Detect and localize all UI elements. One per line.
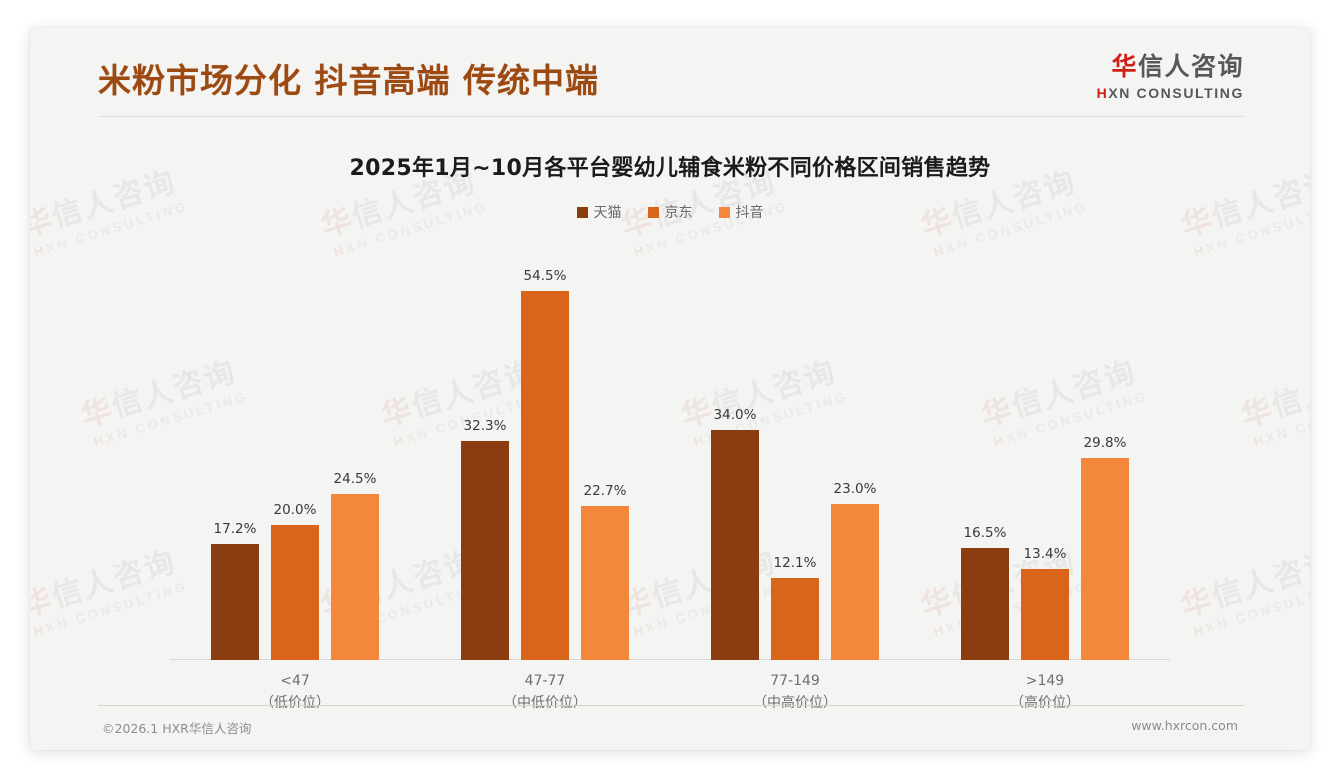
- bar-value-label: 32.3%: [463, 418, 507, 435]
- bar-group: 17.2% 20.0% 24.5% <47 （低价位）: [170, 230, 420, 711]
- logo-chinese-text: 华信人咨询: [1097, 54, 1244, 79]
- bar-rect[interactable]: [581, 506, 629, 660]
- bar-value-label: 54.5%: [523, 268, 567, 285]
- x-axis-category-label: >149 （高价位）: [920, 671, 1170, 714]
- bar-group: 16.5% 13.4% 29.8% >149 （高价位）: [920, 230, 1170, 711]
- chart-plot-area: 17.2% 20.0% 24.5% <47 （低价位） 32.3% 54.5% 22.7% 47…: [170, 230, 1170, 711]
- bar-group-bars: 17.2% 20.0% 24.5%: [170, 230, 420, 660]
- bar-rect[interactable]: [331, 494, 379, 660]
- x-axis-label-sub: （高价位）: [1010, 694, 1080, 711]
- bar-item[interactable]: 16.5%: [961, 230, 1009, 660]
- brand-logo: 华信人咨询 HXN CONSULTING: [1097, 54, 1244, 100]
- logo-cn-red: 华: [1111, 52, 1138, 81]
- header-divider: [98, 116, 1244, 117]
- x-axis-category-label: <47 （低价位）: [170, 671, 420, 714]
- chart-legend: 天猫 京东 抖音: [30, 202, 1310, 222]
- logo-cn-gray: 信人咨询: [1137, 52, 1244, 81]
- bar-item[interactable]: 22.7%: [581, 230, 629, 660]
- bar-value-label: 23.0%: [833, 481, 877, 498]
- page-title: 米粉市场分化 抖音高端 传统中端: [98, 61, 599, 100]
- x-axis-label-main: >149: [1025, 673, 1065, 689]
- x-axis-label-main: <47: [280, 673, 310, 689]
- bar-rect[interactable]: [1021, 569, 1069, 660]
- bar-rect[interactable]: [831, 504, 879, 660]
- bar-group-bars: 34.0% 12.1% 23.0%: [670, 230, 920, 660]
- bar-rect[interactable]: [521, 291, 569, 660]
- bar-group: 34.0% 12.1% 23.0% 77-149 （中高价位）: [670, 230, 920, 711]
- slide-header: 米粉市场分化 抖音高端 传统中端 华信人咨询 HXN CONSULTING: [30, 28, 1310, 120]
- legend-label: 京东: [664, 205, 693, 221]
- legend-item-抖音[interactable]: 抖音: [718, 202, 764, 222]
- bar-value-label: 24.5%: [333, 471, 377, 488]
- bar-value-label: 17.2%: [213, 520, 257, 537]
- bar-value-label: 29.8%: [1083, 435, 1127, 452]
- bar-rect[interactable]: [271, 524, 319, 660]
- x-axis-label-sub: （低价位）: [260, 694, 330, 711]
- legend-label: 天猫: [593, 205, 622, 221]
- footer-copyright: ©2026.1 HXR华信人咨询: [102, 721, 252, 736]
- bar-rect[interactable]: [711, 429, 759, 660]
- footer-divider: [98, 705, 1244, 706]
- bar-item[interactable]: 17.2%: [211, 230, 259, 660]
- legend-swatch-icon: [647, 206, 659, 218]
- bar-rect[interactable]: [771, 578, 819, 660]
- bar-item[interactable]: 13.4%: [1021, 230, 1069, 660]
- bar-item[interactable]: 32.3%: [461, 230, 509, 660]
- bar-value-label: 16.5%: [963, 525, 1007, 542]
- x-axis-line: [170, 659, 1170, 660]
- bar-item[interactable]: 24.5%: [331, 230, 379, 660]
- legend-item-天猫[interactable]: 天猫: [576, 202, 622, 222]
- bar-item[interactable]: 29.8%: [1081, 230, 1129, 660]
- legend-label: 抖音: [735, 205, 764, 221]
- bar-item[interactable]: 23.0%: [831, 230, 879, 660]
- bar-item[interactable]: 54.5%: [521, 230, 569, 660]
- bar-group-bars: 32.3% 54.5% 22.7%: [420, 230, 670, 660]
- slide-canvas: 华信人咨询 HXN CONSULTING 华信人咨询 HXN CONSULTING 华信…: [30, 28, 1310, 750]
- bar-rect[interactable]: [961, 548, 1009, 660]
- logo-en-gray: XN CONSULTING: [1108, 85, 1244, 101]
- bar-item[interactable]: 12.1%: [771, 230, 819, 660]
- bar-rect[interactable]: [1081, 458, 1129, 660]
- x-axis-label-sub: （中高价位）: [753, 694, 837, 711]
- bar-value-label: 22.7%: [583, 483, 627, 500]
- bar-item[interactable]: 20.0%: [271, 230, 319, 660]
- logo-english-text: HXN CONSULTING: [1097, 86, 1244, 100]
- bar-group: 32.3% 54.5% 22.7% 47-77 （中低价位）: [420, 230, 670, 711]
- bar-item[interactable]: 34.0%: [711, 230, 759, 660]
- x-axis-label-sub: （中低价位）: [503, 694, 587, 711]
- bar-value-label: 34.0%: [713, 406, 757, 423]
- legend-swatch-icon: [576, 206, 588, 218]
- footer-website: www.hxrcon.com: [1131, 718, 1238, 733]
- x-axis-category-label: 47-77 （中低价位）: [420, 671, 670, 714]
- bar-value-label: 13.4%: [1023, 546, 1067, 563]
- slide-footer: ©2026.1 HXR华信人咨询 www.hxrcon.com: [30, 706, 1310, 750]
- legend-item-京东[interactable]: 京东: [647, 202, 693, 222]
- bar-group-bars: 16.5% 13.4% 29.8%: [920, 230, 1170, 660]
- bar-rect[interactable]: [461, 441, 509, 660]
- bar-rect[interactable]: [211, 543, 259, 660]
- chart-title: 2025年1月~10月各平台婴幼儿辅食米粉不同价格区间销售趋势: [349, 156, 991, 181]
- x-axis-label-main: 77-149: [770, 673, 820, 689]
- x-axis-label-main: 47-77: [524, 673, 566, 689]
- bar-value-label: 20.0%: [273, 501, 317, 518]
- legend-swatch-icon: [718, 206, 730, 218]
- x-axis-category-label: 77-149 （中高价位）: [670, 671, 920, 714]
- logo-en-red: H: [1096, 85, 1109, 101]
- chart-container: 2025年1月~10月各平台婴幼儿辅食米粉不同价格区间销售趋势 天猫 京东 抖音 1…: [30, 120, 1310, 711]
- bar-value-label: 12.1%: [773, 555, 817, 572]
